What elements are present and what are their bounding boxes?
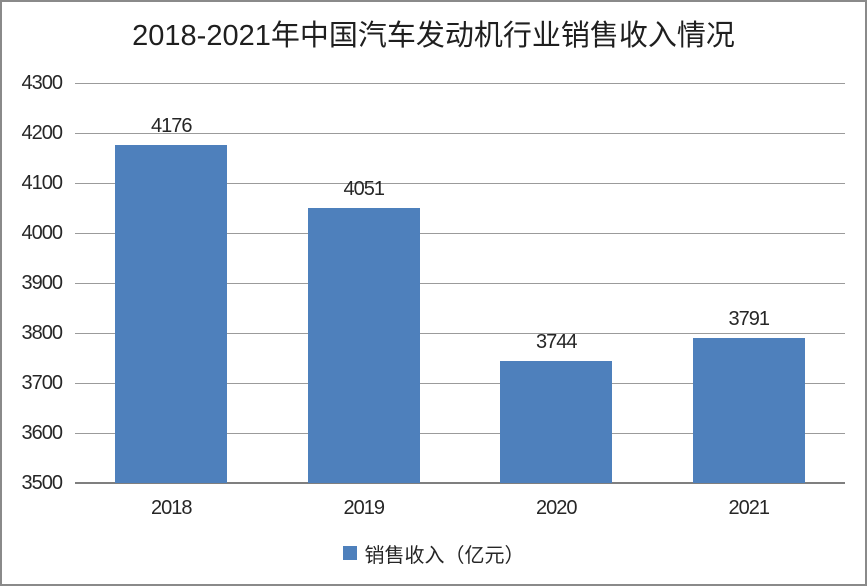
gridline xyxy=(75,333,845,334)
x-axis-line xyxy=(75,482,845,484)
legend: 销售收入（亿元） xyxy=(2,541,865,567)
bar-2021 xyxy=(692,337,805,483)
y-axis-tick-label: 4000 xyxy=(21,222,64,244)
y-axis-tick-label: 3600 xyxy=(21,422,64,444)
y-axis-tick-label: 3900 xyxy=(21,272,64,294)
y-axis-tick-label: 4100 xyxy=(21,172,64,194)
bar-2019 xyxy=(307,207,420,483)
legend-swatch-icon xyxy=(342,546,357,560)
x-axis-category-label: 2018 xyxy=(151,497,193,519)
y-axis-tick-label: 3500 xyxy=(21,472,64,494)
y-axis-tick-label: 4200 xyxy=(21,122,64,144)
gridline xyxy=(75,383,845,384)
bar-2020 xyxy=(500,361,613,483)
gridline xyxy=(75,183,845,184)
bar-value-label: 4051 xyxy=(343,177,386,200)
gridline xyxy=(75,133,845,134)
bar-value-label: 3791 xyxy=(728,307,771,330)
y-axis-tick-label: 3700 xyxy=(21,372,64,394)
x-axis-category-label: 2021 xyxy=(728,497,771,519)
bar-value-label: 4176 xyxy=(151,115,193,137)
gridline xyxy=(75,283,845,284)
y-axis-tick-label: 3800 xyxy=(21,322,64,344)
gridline xyxy=(75,233,845,234)
gridline xyxy=(75,83,845,84)
gridline xyxy=(75,433,845,434)
x-axis-category-label: 2019 xyxy=(343,497,386,519)
legend-label: 销售收入（亿元） xyxy=(364,544,525,567)
y-axis-tick-label: 4300 xyxy=(21,72,64,94)
chart-title: 2018-2021年中国汽车发动机行业销售收入情况 xyxy=(132,20,735,52)
bar-2018 xyxy=(115,145,228,483)
bar-value-label: 3744 xyxy=(536,331,578,353)
x-axis-category-label: 2020 xyxy=(536,497,578,519)
